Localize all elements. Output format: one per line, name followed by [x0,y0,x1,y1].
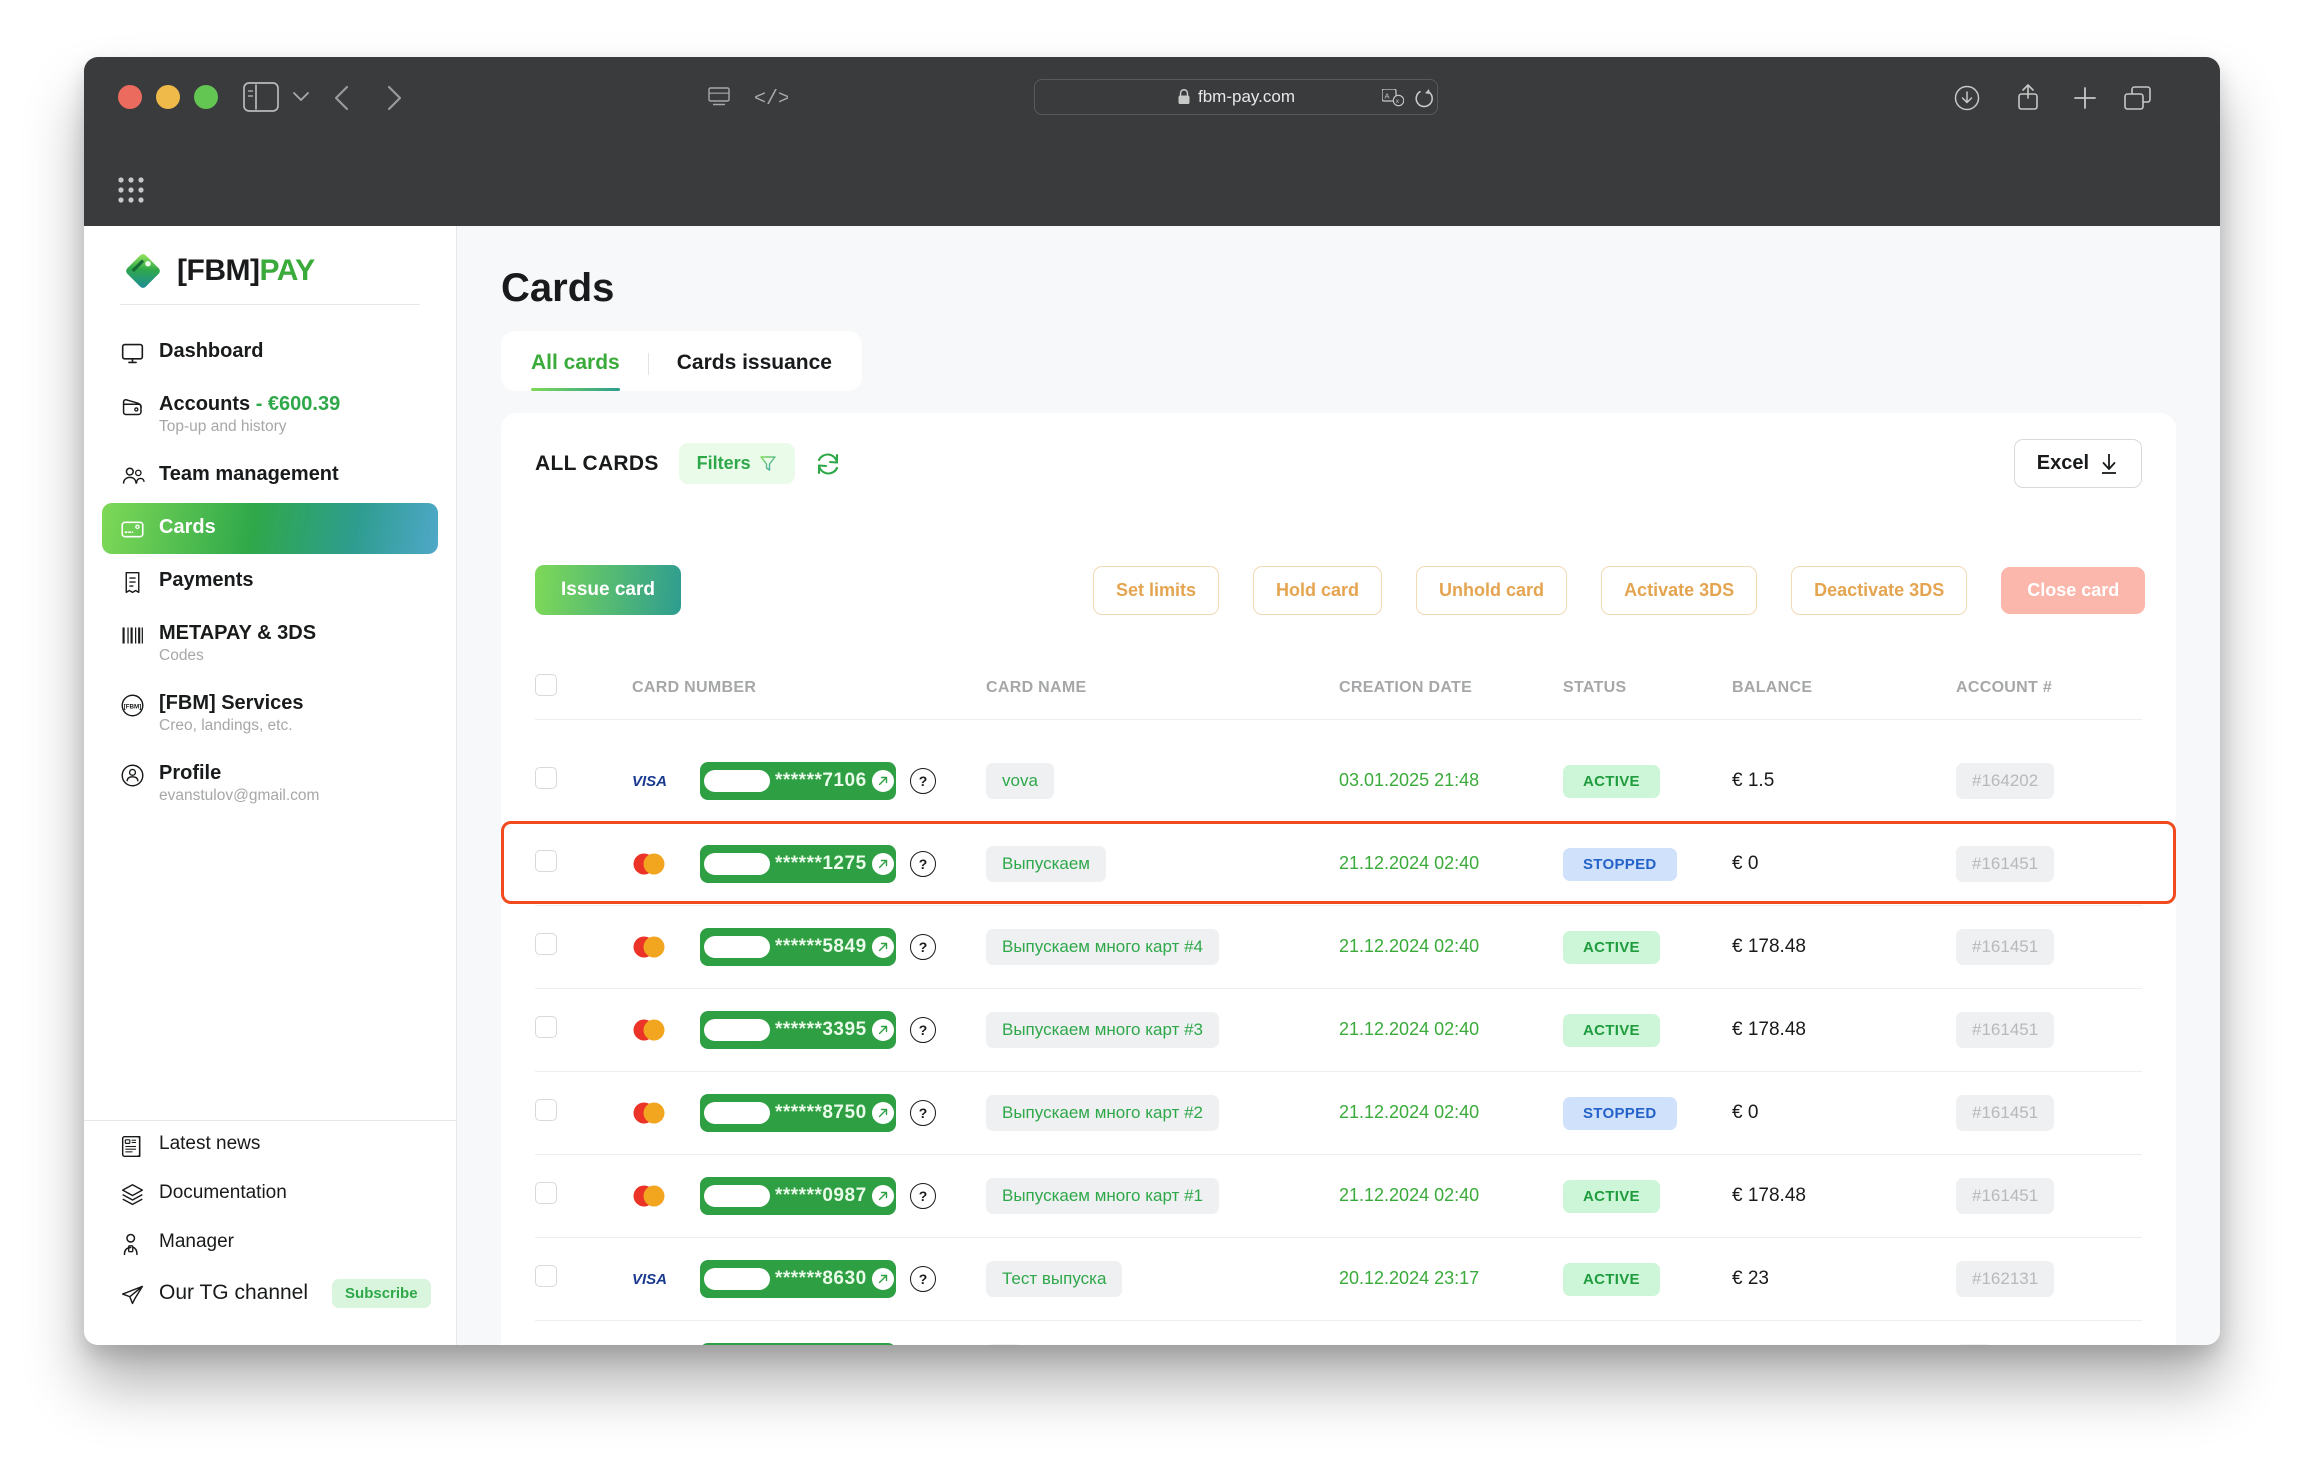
svg-text:[FBM]: [FBM] [124,704,142,711]
svg-text:VISA: VISA [632,1271,667,1287]
svg-text:VISA: VISA [632,773,667,789]
svg-text:</>: </> [754,88,788,109]
svg-text:A: A [1385,92,1390,101]
